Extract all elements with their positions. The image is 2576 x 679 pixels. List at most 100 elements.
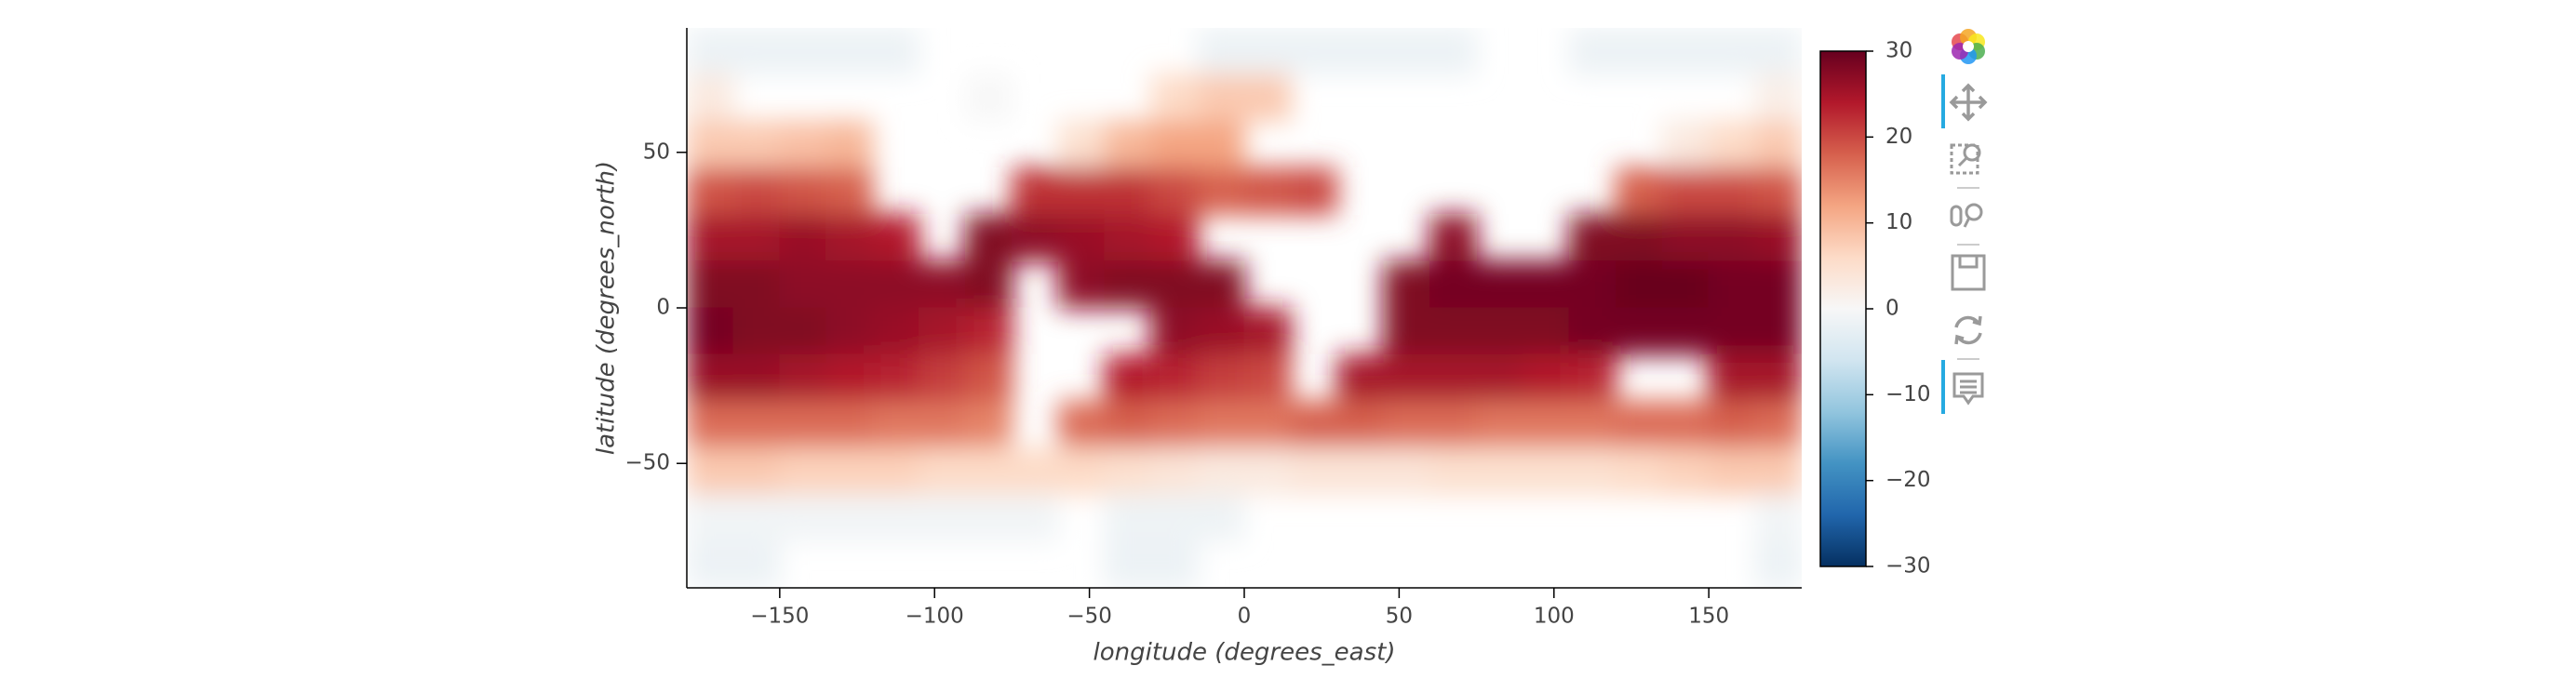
heatmap-cell bbox=[1476, 260, 1523, 309]
heatmap-cell bbox=[1104, 214, 1152, 262]
hover-tool[interactable] bbox=[1952, 372, 1984, 406]
x-tick-label: 150 bbox=[1688, 605, 1729, 629]
heatmap-cell bbox=[1057, 167, 1106, 216]
heatmap-cell bbox=[779, 120, 827, 168]
heatmap-cell bbox=[779, 260, 827, 309]
heatmap-cell bbox=[732, 494, 781, 542]
heatmap-cell bbox=[825, 28, 874, 75]
x-tick-label: −100 bbox=[906, 605, 964, 629]
heatmap-cell bbox=[1754, 494, 1802, 542]
heatmap-cell bbox=[1523, 353, 1570, 402]
heatmap-cell bbox=[1708, 307, 1756, 355]
colorbar-tick-label: −10 bbox=[1885, 382, 1931, 406]
heatmap-cell bbox=[1150, 447, 1199, 496]
heatmap-cell bbox=[1150, 214, 1199, 262]
y-tick-label: −50 bbox=[624, 451, 670, 475]
wheel-zoom-tool[interactable] bbox=[1950, 203, 1983, 228]
heatmap-cell bbox=[1708, 400, 1756, 448]
heatmap-cells bbox=[687, 28, 1802, 588]
heatmap-cell bbox=[872, 353, 920, 402]
heatmap-cell bbox=[1383, 353, 1431, 402]
heatmap-cell bbox=[1057, 120, 1106, 168]
heatmap-cell bbox=[1754, 214, 1802, 262]
icon-wheel bbox=[1950, 205, 1963, 227]
heatmap-cell bbox=[732, 353, 781, 402]
active-indicator bbox=[1941, 74, 1945, 128]
icon-handle bbox=[1957, 156, 1968, 167]
axes: −150 −100 −50 0 50 100 150 −50 0 50 bbox=[624, 28, 1802, 629]
heatmap-cell bbox=[919, 400, 966, 448]
heatmap-cell bbox=[1523, 260, 1570, 309]
heatmap-cell bbox=[732, 400, 781, 448]
heatmap-cell bbox=[732, 307, 781, 355]
icon-handle bbox=[1963, 217, 1971, 228]
icon-lens bbox=[1963, 143, 1981, 162]
heatmap-cell bbox=[779, 214, 827, 262]
heatmap-cell bbox=[1104, 540, 1152, 588]
heatmap-cell bbox=[1057, 214, 1106, 262]
icon-bubble bbox=[1952, 372, 1984, 406]
heatmap-cell bbox=[872, 214, 920, 262]
save-tool[interactable] bbox=[1951, 254, 1986, 291]
colorbar-tick-label: 30 bbox=[1885, 39, 1912, 63]
heatmap-cell bbox=[1243, 307, 1292, 355]
heatmap-cell bbox=[1197, 167, 1245, 216]
heatmap-cell bbox=[1661, 447, 1710, 496]
heatmap-cell bbox=[1197, 120, 1245, 168]
heatmap-cell bbox=[1243, 353, 1292, 402]
icon-arrows bbox=[1949, 83, 1988, 122]
x-tick-label: 100 bbox=[1534, 605, 1575, 629]
heatmap-cell bbox=[1104, 494, 1152, 542]
heatmap-cell bbox=[1011, 214, 1059, 262]
heatmap-cell bbox=[1197, 307, 1245, 355]
heatmap-cell bbox=[1150, 353, 1199, 402]
y-tick-label: 0 bbox=[656, 296, 670, 320]
heatmap-cell bbox=[732, 214, 781, 262]
heatmap-cell bbox=[1568, 214, 1617, 262]
heatmap-cell bbox=[1429, 28, 1478, 75]
heatmap-cell bbox=[1754, 73, 1802, 122]
heatmap-cell bbox=[1754, 28, 1802, 75]
heatmap-cell bbox=[1429, 307, 1478, 355]
heatmap-cell bbox=[1568, 28, 1617, 75]
heatmap-cell bbox=[1197, 400, 1245, 448]
heatmap-cell bbox=[965, 214, 1013, 262]
heatmap-cell bbox=[919, 353, 966, 402]
heatmap-cell bbox=[1197, 73, 1245, 122]
heatmap-cell bbox=[919, 447, 966, 496]
heatmap-cell bbox=[1011, 167, 1059, 216]
colorbar-tick-label: −30 bbox=[1885, 554, 1931, 579]
heatmap-cell bbox=[1568, 307, 1617, 355]
heatmap-cell bbox=[687, 540, 734, 588]
heatmap-cell bbox=[1661, 28, 1710, 75]
heatmap-cell bbox=[687, 447, 734, 496]
heatmap-cell bbox=[1104, 447, 1152, 496]
heatmap-cell bbox=[1383, 307, 1431, 355]
heatmap-cell bbox=[779, 447, 827, 496]
heatmap-cell bbox=[1708, 28, 1756, 75]
heatmap-cell bbox=[1754, 400, 1802, 448]
heatmap-cell bbox=[687, 494, 734, 542]
heatmap-cell bbox=[1336, 28, 1385, 75]
heatmap-cell bbox=[965, 353, 1013, 402]
heatmap-cell bbox=[732, 120, 781, 168]
heatmap-cell bbox=[1150, 540, 1199, 588]
x-tick-label: 0 bbox=[1238, 605, 1252, 629]
heatmap-cell bbox=[1011, 494, 1059, 542]
heatmap-cell bbox=[1615, 307, 1663, 355]
heatmap-cell bbox=[687, 28, 734, 75]
heatmap-cell bbox=[965, 447, 1013, 496]
heatmap-cell bbox=[1150, 400, 1199, 448]
heatmap-cell bbox=[687, 120, 734, 168]
box-zoom-tool[interactable] bbox=[1950, 143, 1981, 175]
pan-tool[interactable] bbox=[1949, 83, 1988, 122]
heatmap-cell bbox=[687, 167, 734, 216]
heatmap-cell bbox=[1708, 120, 1756, 168]
bokeh-logo[interactable] bbox=[1952, 29, 1985, 64]
heatmap-cell bbox=[1336, 400, 1385, 448]
reset-tool[interactable] bbox=[1954, 315, 1982, 345]
heatmap-cell bbox=[1568, 353, 1617, 402]
heatmap-cell bbox=[1429, 400, 1478, 448]
heatmap-cell bbox=[1057, 260, 1106, 309]
heatmap-cell bbox=[687, 214, 734, 262]
